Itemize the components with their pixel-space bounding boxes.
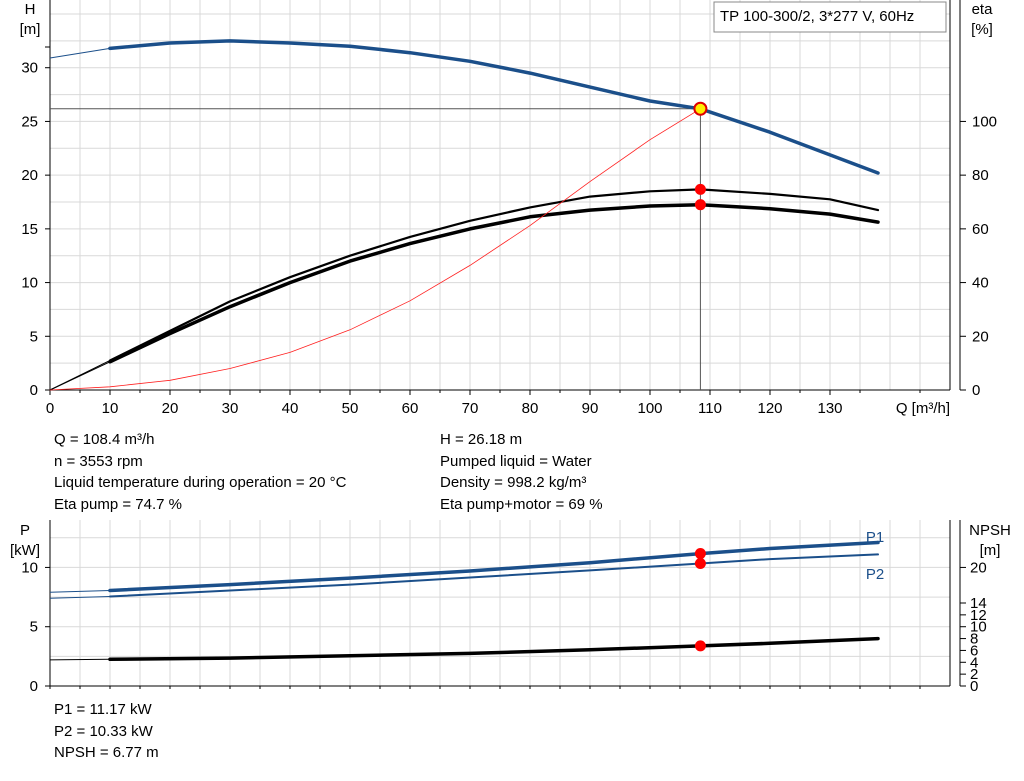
y-left-tick-label: 15 xyxy=(21,221,38,238)
eta-pump-curve xyxy=(108,188,880,362)
x-tick-label: 60 xyxy=(402,400,419,417)
npsh-curve xyxy=(108,636,880,662)
p-tick-label: 10 xyxy=(21,559,38,576)
npsh-marker xyxy=(694,640,706,652)
x-axis-label: Q [m³/h] xyxy=(896,400,950,417)
p1-curve-extension xyxy=(49,590,111,593)
npsh-value: NPSH = 6.77 m xyxy=(54,744,159,761)
y-left-tick-label: 5 xyxy=(30,328,38,345)
liquid-temperature: Liquid temperature during operation = 20… xyxy=(54,474,347,491)
x-tick-label: 0 xyxy=(46,400,54,417)
density-value: Density = 998.2 kg/m³ xyxy=(440,474,587,491)
eta-total-marker xyxy=(694,199,706,211)
npsh-tick-label: 4 xyxy=(970,654,978,671)
y-left-label: H xyxy=(25,1,36,18)
y-right-label: eta xyxy=(972,1,994,18)
x-tick-label: 50 xyxy=(342,400,359,417)
eta-pump-marker xyxy=(694,183,706,195)
y-right-tick-label: 80 xyxy=(972,167,989,184)
chart-title: TP 100-300/2, 3*277 V, 60Hz xyxy=(720,8,914,25)
npsh-tick-label: 10 xyxy=(970,619,987,636)
power-info: P1 = 11.17 kW P2 = 10.33 kW NPSH = 6.77 … xyxy=(54,699,159,764)
head-value: H = 26.18 m xyxy=(440,431,523,448)
x-tick-label: 40 xyxy=(282,400,299,417)
npsh-axis-unit: [m] xyxy=(980,542,1001,559)
operating-info-right: H = 26.18 m Pumped liquid = Water Densit… xyxy=(440,429,603,515)
flow-value: Q = 108.4 m³/h xyxy=(54,431,155,448)
x-tick-label: 70 xyxy=(462,400,479,417)
y-left-tick-label: 0 xyxy=(30,382,38,399)
p2-curve-extension xyxy=(49,596,111,599)
npsh-tick-label: 2 xyxy=(970,666,978,683)
head-curve xyxy=(108,39,880,175)
y-left-tick-label: 20 xyxy=(21,167,38,184)
x-tick-label: 120 xyxy=(757,400,782,417)
npsh-axis-label: NPSH xyxy=(969,522,1011,539)
eta-pump-value: Eta pump = 74.7 % xyxy=(54,495,182,513)
title-box xyxy=(713,1,947,33)
y-left-tick-label: 30 xyxy=(21,60,38,77)
operating-info-left: Q = 108.4 m³/h n = 3553 rpm Liquid tempe… xyxy=(54,429,346,515)
npsh-tick-label: 0 xyxy=(970,678,978,695)
y-right-unit: [%] xyxy=(971,21,993,38)
p1-curve xyxy=(108,540,880,593)
x-tick-label: 10 xyxy=(102,400,119,417)
y-left-tick-label: 25 xyxy=(21,113,38,130)
y-right-tick-label: 60 xyxy=(972,221,989,238)
x-tick-label: 100 xyxy=(637,400,662,417)
x-tick-label: 130 xyxy=(817,400,842,417)
p1-marker xyxy=(694,548,706,560)
operating-point-marker xyxy=(693,101,708,116)
p2-series-label: P2 xyxy=(866,566,884,583)
pumped-liquid: Pumped liquid = Water xyxy=(440,452,592,470)
p-tick-label: 5 xyxy=(30,619,38,636)
eta-pump-motor-value: Eta pump+motor = 69 % xyxy=(440,495,603,513)
p-axis-unit: [kW] xyxy=(10,542,40,559)
head-curve-extension xyxy=(49,47,111,59)
p-axis-label: P xyxy=(20,522,30,539)
p1-value: P1 = 11.17 kW xyxy=(54,701,152,718)
system-curve xyxy=(49,108,701,391)
npsh-curve-extension xyxy=(49,658,111,661)
x-tick-label: 20 xyxy=(162,400,179,417)
x-tick-label: 30 xyxy=(222,400,239,417)
y-right-tick-label: 100 xyxy=(972,113,997,130)
speed-value: n = 3553 rpm xyxy=(54,452,143,470)
npsh-tick-label: 20 xyxy=(970,559,987,576)
npsh-tick-label: 14 xyxy=(970,595,987,612)
y-right-tick-label: 40 xyxy=(972,275,989,292)
y-right-tick-label: 0 xyxy=(972,382,980,399)
p2-value: P2 = 10.33 kW xyxy=(54,722,153,740)
p2-curve xyxy=(109,553,879,598)
y-left-tick-label: 10 xyxy=(21,275,38,292)
x-tick-label: 110 xyxy=(698,400,722,417)
eta-total-curve-extension xyxy=(49,361,111,391)
x-tick-label: 80 xyxy=(522,400,539,417)
p1-series-label: P1 xyxy=(866,529,884,546)
p2-marker xyxy=(694,558,706,570)
eta-total-curve xyxy=(108,202,880,364)
x-tick-label: 90 xyxy=(582,400,599,417)
p-tick-label: 0 xyxy=(30,678,38,695)
npsh-tick-label: 8 xyxy=(970,631,978,648)
y-left-unit: [m] xyxy=(20,21,41,38)
npsh-tick-label: 6 xyxy=(970,642,978,659)
npsh-tick-label: 12 xyxy=(970,607,987,624)
y-right-tick-label: 20 xyxy=(972,328,989,345)
